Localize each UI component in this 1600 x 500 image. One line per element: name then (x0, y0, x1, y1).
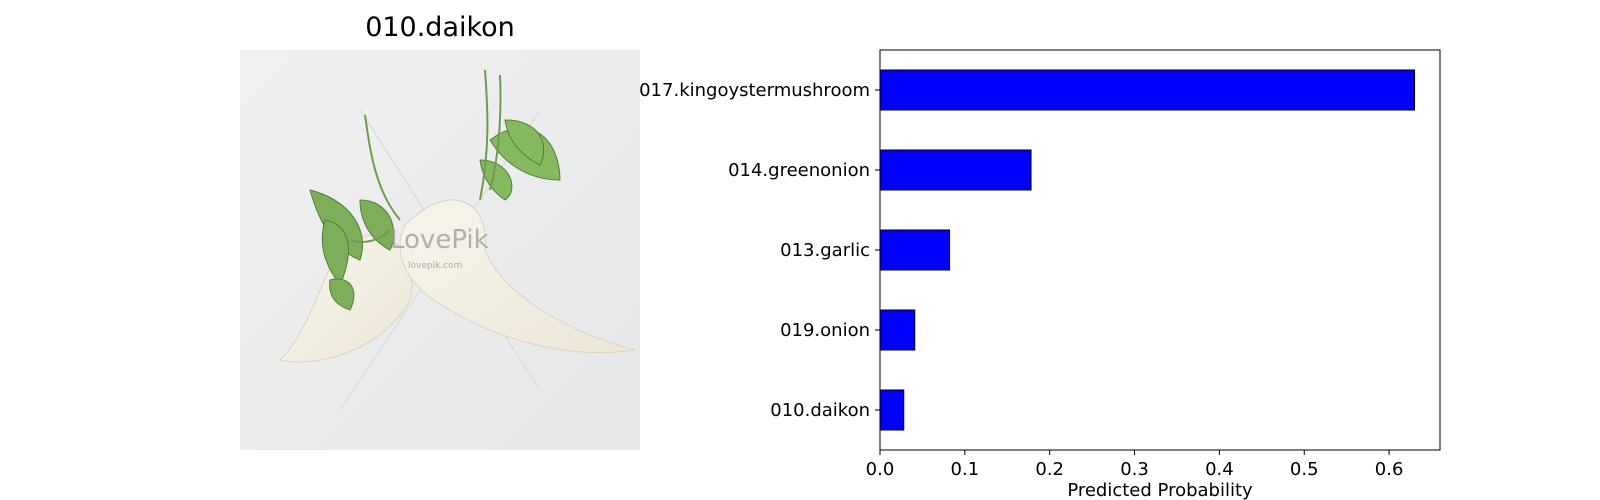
category-label: 014.greenonion (728, 160, 870, 181)
daikon-photo-icon: LovePik lovepik.com (240, 50, 640, 450)
image-panel: LovePik lovepik.com (240, 50, 640, 450)
bar-kingoystermushroom (879, 69, 1416, 111)
image-title: 010.daikon (365, 12, 515, 43)
category-labels: 017.kingoystermushroom 014.greenonion 013.… (639, 80, 880, 421)
x-ticks: 0.0 0.1 0.2 0.3 0.4 0.5 0.6 (866, 450, 1404, 480)
x-tick-label: 0.6 (1375, 459, 1404, 480)
watermark-brand: LovePik (390, 225, 489, 255)
x-tick-label: 0.0 (866, 459, 895, 480)
watermark-url: lovepik.com (408, 261, 462, 271)
x-tick-label: 0.4 (1205, 459, 1234, 480)
category-label: 019.onion (780, 320, 870, 341)
x-tick-label: 0.1 (951, 459, 980, 480)
x-tick-label: 0.5 (1290, 459, 1319, 480)
x-axis-label: Predicted Probability (1067, 480, 1253, 500)
x-tick-label: 0.2 (1035, 459, 1064, 480)
x-tick-label: 0.3 (1120, 459, 1149, 480)
category-label: 013.garlic (780, 240, 870, 261)
bars-layer (879, 69, 1416, 431)
bar-onion (879, 309, 916, 351)
bar-daikon (879, 389, 905, 431)
bar-greenonion (879, 149, 1032, 191)
category-label: 017.kingoystermushroom (639, 80, 870, 101)
category-label: 010.daikon (770, 400, 870, 421)
bar-garlic (879, 229, 951, 271)
axes-frame (879, 49, 1441, 451)
